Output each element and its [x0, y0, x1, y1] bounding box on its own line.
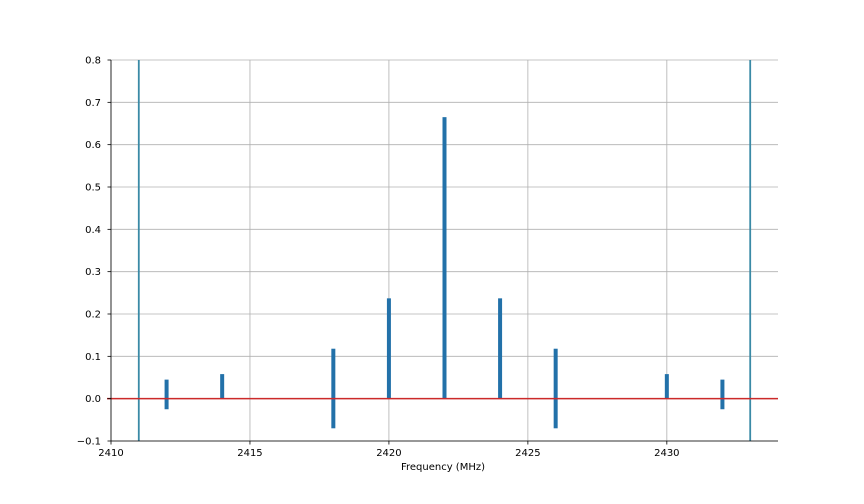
bar [442, 117, 447, 399]
bar [553, 398, 558, 429]
y-tick-label: 0.4 [85, 225, 101, 236]
bar [164, 379, 169, 399]
x-tick-label: 2415 [237, 448, 262, 459]
y-tick-label: 0.0 [85, 394, 101, 405]
x-tick-label: 2425 [515, 448, 540, 459]
bars [164, 117, 725, 429]
bar [164, 398, 169, 410]
bar [664, 374, 669, 399]
y-tick-label: 0.8 [85, 56, 101, 67]
bar [331, 348, 336, 399]
bar [720, 398, 725, 410]
y-tick-label: 0.1 [85, 352, 101, 363]
bar [720, 379, 725, 399]
x-tick-label: 2420 [376, 448, 401, 459]
bar [498, 298, 503, 399]
y-tick-label: 0.3 [85, 267, 101, 278]
axes [107, 59, 778, 445]
reference-lines [107, 60, 778, 441]
bar [386, 298, 391, 399]
x-axis-label: Frequency (MHz) [401, 462, 485, 473]
y-tick-label: 0.2 [85, 310, 101, 321]
y-tick-label: 0.6 [85, 140, 101, 151]
x-tick-label: 2410 [98, 448, 123, 459]
bar [553, 348, 558, 399]
y-tick-label: 0.5 [85, 183, 101, 194]
bar [220, 374, 225, 399]
y-tick-label: −0.1 [77, 437, 101, 448]
y-tick-label: 0.7 [85, 98, 101, 109]
bar [331, 398, 336, 429]
x-tick-label: 2430 [654, 448, 679, 459]
tick-labels: 2410 2415 2420 2425 2430 −0.1 0.0 0.1 0.2 0.3 0.4 0… [77, 56, 680, 460]
